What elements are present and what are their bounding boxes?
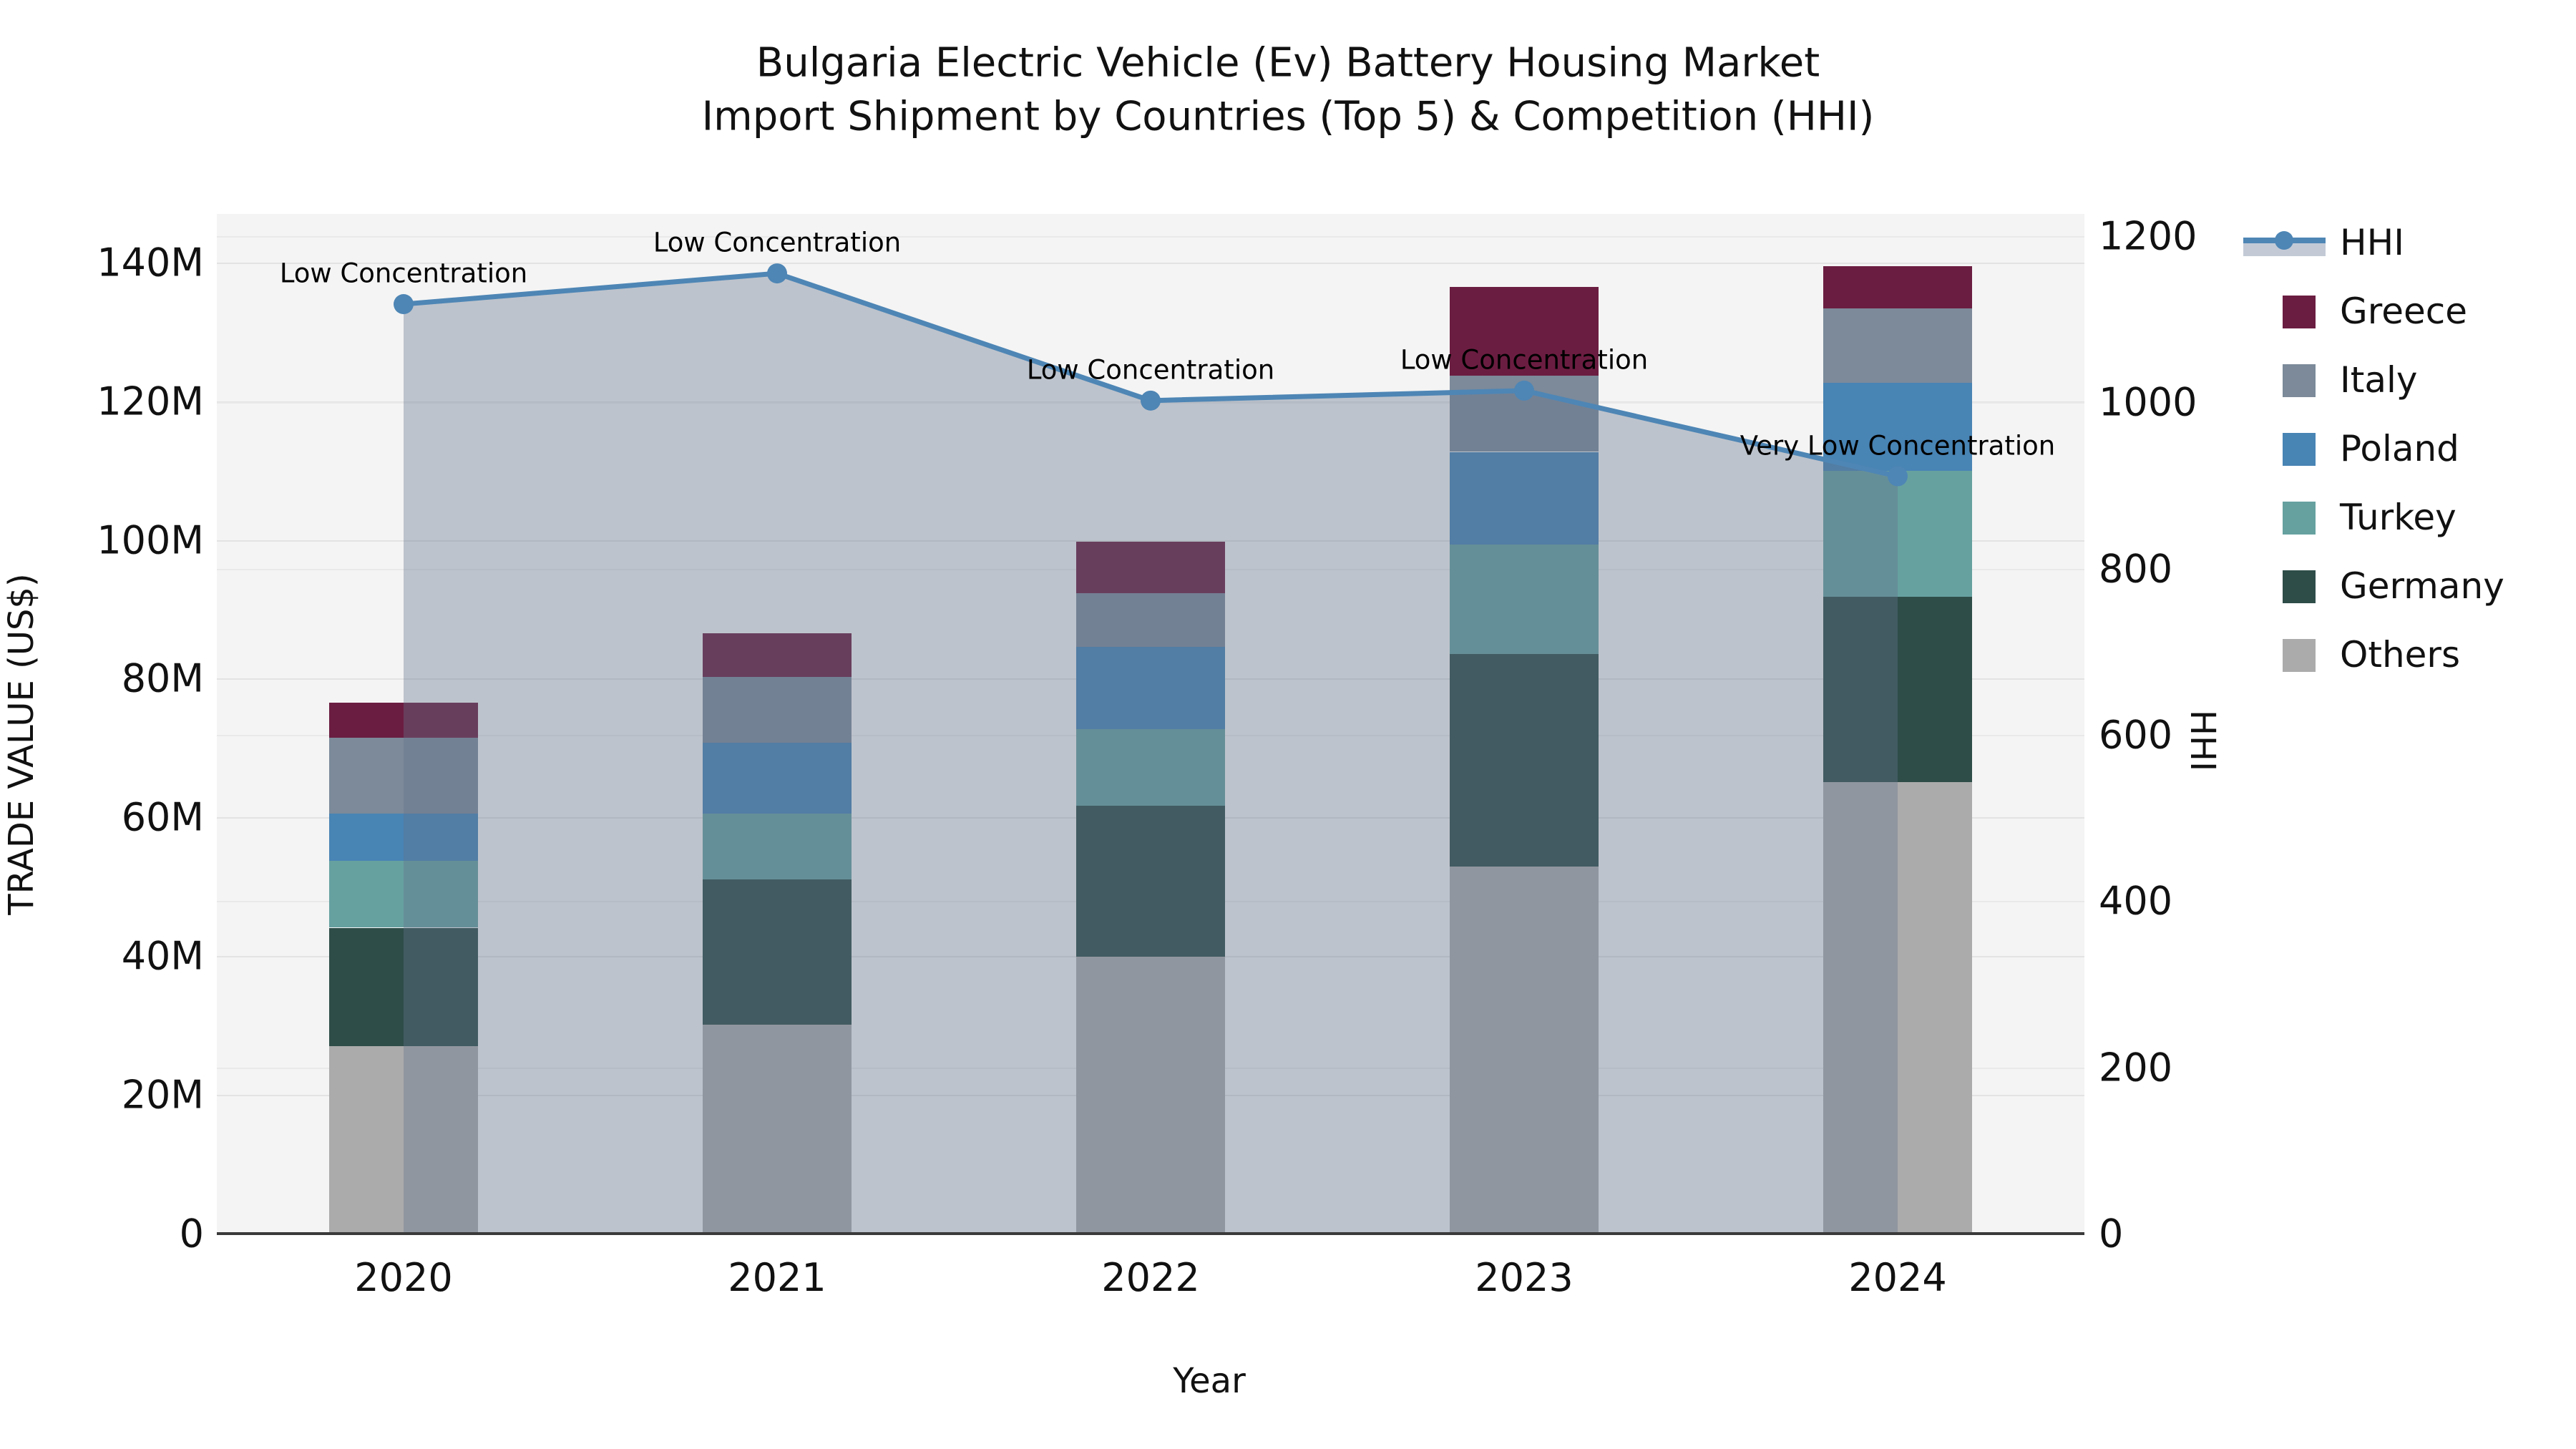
bar-segment-2020-greece (329, 703, 478, 738)
y-tick-left-80M: 80M (121, 655, 204, 701)
legend-label-turkey: Turkey (2340, 497, 2457, 538)
bar-segment-2023-turkey (1450, 545, 1599, 654)
y-tick-right-400: 400 (2099, 878, 2173, 924)
gridline-hhi-1200 (217, 235, 2084, 238)
bar-segment-2021-turkey (703, 813, 852, 879)
annotation-2022: Low Concentration (1026, 354, 1275, 386)
legend: HHI Greece Italy Poland Turkey Germany Others (2243, 222, 2572, 723)
y-tick-right-0: 0 (2099, 1211, 2124, 1257)
annotation-2024: Very Low Concentration (1740, 430, 2056, 462)
x-axis-label: Year (1173, 1361, 1246, 1401)
x-tick-2024: 2024 (1848, 1255, 1947, 1300)
bar-segment-2023-greece (1450, 286, 1599, 376)
legend-label-others: Others (2340, 634, 2461, 675)
y-tick-left-20M: 20M (121, 1072, 204, 1118)
bar-segment-2023-poland (1450, 452, 1599, 545)
legend-swatch-greece (2283, 296, 2316, 328)
hhi-marker-2022 (1141, 390, 1161, 411)
bar-segment-2024-others (1823, 781, 1972, 1234)
hhi-marker-2020 (394, 294, 414, 315)
y-tick-left-140M: 140M (97, 240, 204, 286)
hhi-marker-2023 (1514, 380, 1534, 401)
legend-label-hhi: HHI (2340, 222, 2404, 263)
y-tick-left-120M: 120M (97, 379, 204, 424)
bar-segment-2021-germany (703, 879, 852, 1025)
bar-segment-2024-germany (1823, 597, 1972, 782)
bar-segment-2024-turkey (1823, 470, 1972, 597)
bar-segment-2024-italy (1823, 308, 1972, 383)
legend-swatch-italy (2283, 364, 2316, 397)
legend-hhi-marker (2275, 231, 2293, 250)
y-tick-left-0: 0 (179, 1211, 204, 1257)
annotation-2023: Low Concentration (1400, 344, 1649, 376)
annotation-2020: Low Concentration (279, 258, 528, 289)
y-ticks-left: 0 20M 40M 60M 80M 100M 120M 140M (0, 0, 204, 1449)
bar-segment-2022-turkey (1076, 729, 1225, 806)
bar-segment-2021-others (703, 1025, 852, 1234)
y-tick-right-1000: 1000 (2099, 379, 2197, 425)
y-tick-left-60M: 60M (121, 794, 204, 840)
annotation-2021: Low Concentration (653, 227, 902, 258)
y-tick-left-100M: 100M (97, 517, 204, 563)
legend-label-greece: Greece (2340, 291, 2467, 332)
bar-segment-2020-italy (329, 737, 478, 814)
bar-segment-2022-greece (1076, 541, 1225, 594)
bar-segment-2022-germany (1076, 805, 1225, 957)
legend-item-italy: Italy (2243, 359, 2572, 402)
hhi-marker-2024 (1888, 466, 1908, 487)
x-tick-2023: 2023 (1475, 1255, 1574, 1300)
gridline-100M (217, 540, 2084, 542)
legend-item-germany: Germany (2243, 565, 2572, 608)
x-axis-line (217, 1232, 2084, 1235)
legend-item-hhi: HHI (2243, 222, 2572, 265)
y-tick-left-40M: 40M (121, 933, 204, 979)
bar-segment-2021-poland (703, 742, 852, 814)
legend-item-poland: Poland (2243, 428, 2572, 471)
y-tick-right-200: 200 (2099, 1045, 2173, 1091)
y-ticks-right: 0 200 400 600 800 1000 1200 (2099, 0, 2313, 1449)
legend-item-others: Others (2243, 634, 2572, 677)
x-tick-2020: 2020 (354, 1255, 453, 1300)
legend-swatch-turkey (2283, 502, 2316, 535)
chart-title-line-2: Import Shipment by Countries (Top 5) & C… (701, 93, 1875, 140)
gridline-140M (217, 262, 2084, 264)
y-tick-right-1200: 1200 (2099, 213, 2197, 259)
bar-segment-2024-greece (1823, 265, 1972, 308)
legend-item-greece: Greece (2243, 291, 2572, 333)
x-tick-2022: 2022 (1101, 1255, 1200, 1300)
legend-label-germany: Germany (2340, 565, 2504, 607)
bar-segment-2020-germany (329, 927, 478, 1047)
x-tick-2021: 2021 (728, 1255, 826, 1300)
hhi-marker-2021 (767, 263, 787, 284)
bar-segment-2023-germany (1450, 653, 1599, 867)
bar-segment-2024-poland (1823, 382, 1972, 471)
y-tick-right-800: 800 (2099, 546, 2173, 592)
legend-item-turkey: Turkey (2243, 497, 2572, 540)
legend-swatch-germany (2283, 570, 2316, 603)
bar-segment-2021-italy (703, 676, 852, 743)
bar-segment-2021-greece (703, 633, 852, 677)
y-tick-right-600: 600 (2099, 712, 2173, 758)
bar-segment-2022-italy (1076, 593, 1225, 647)
bar-segment-2020-poland (329, 813, 478, 862)
bar-segment-2023-others (1450, 867, 1599, 1234)
bar-segment-2022-poland (1076, 646, 1225, 730)
legend-label-poland: Poland (2340, 428, 2459, 469)
legend-swatch-poland (2283, 433, 2316, 466)
legend-swatch-others (2283, 639, 2316, 672)
chart-title-line-1: Bulgaria Electric Vehicle (Ev) Battery H… (756, 39, 1820, 87)
hhi-area-fill (404, 273, 1898, 1234)
legend-label-italy: Italy (2340, 359, 2418, 401)
bar-segment-2022-others (1076, 957, 1225, 1234)
bar-segment-2020-others (329, 1046, 478, 1234)
bar-segment-2020-turkey (329, 861, 478, 928)
